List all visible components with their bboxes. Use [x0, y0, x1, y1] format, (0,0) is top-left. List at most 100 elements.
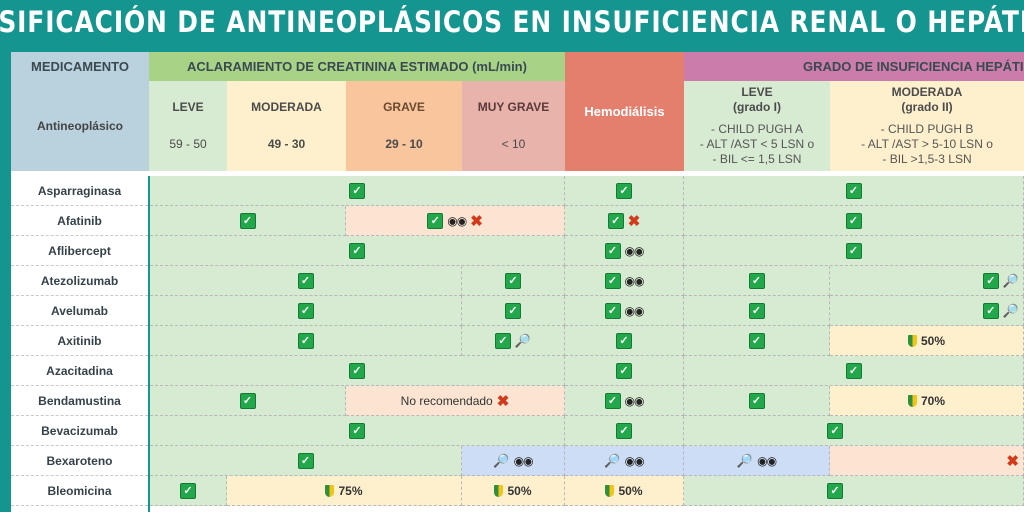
- dose-cell: ✓: [150, 266, 462, 296]
- drug-name: Avelumab: [11, 296, 148, 326]
- dose-cell: ✓ ◉◉: [565, 236, 684, 266]
- check-icon: ✓: [845, 362, 862, 379]
- dose-reduction-icon: [605, 484, 615, 497]
- dose-cell: ✓: [462, 296, 565, 326]
- magnifier-icon: 🔎: [1002, 272, 1019, 288]
- header-muy-grave-range: < 10: [501, 137, 526, 151]
- cross-icon: ✖: [470, 212, 483, 230]
- check-icon: ✓: [297, 272, 314, 289]
- dose-cell: 🔎 ◉◉: [462, 446, 565, 476]
- dose-cell: ✓ ◉◉: [565, 266, 684, 296]
- dose-text: No recomendado: [400, 393, 493, 408]
- page-title: DOSIFICACIÓN DE ANTINEOPLÁSICOS EN INSUF…: [0, 5, 1024, 39]
- drug-name: Asparraginasa: [11, 176, 148, 206]
- dose-reduction-icon: [907, 394, 917, 407]
- check-icon: ✓: [297, 302, 314, 319]
- header-hep-leve-desc1: - CHILD PUGH A: [710, 122, 803, 136]
- dose-cell: 50%: [565, 476, 684, 506]
- check-icon: ✓: [748, 272, 765, 289]
- dose-cell: ✓: [150, 296, 462, 326]
- dose-text: 50%: [920, 333, 946, 348]
- check-icon: ✓: [297, 332, 314, 349]
- dosage-table: MEDICAMENTO ACLARAMIENTO DE CREATININA E…: [11, 52, 1024, 512]
- dose-cell: ✓: [684, 206, 1024, 236]
- dose-cell: ✓: [684, 266, 830, 296]
- header-muy-grave: MUY GRAVE < 10: [462, 81, 565, 171]
- check-icon: ✓: [845, 182, 862, 199]
- dose-cell: 🔎 ◉◉: [684, 446, 830, 476]
- dose-cell: ✓: [150, 386, 346, 416]
- header-leve-range: 59 - 50: [169, 137, 207, 151]
- header-hepatic-group: GRADO DE INSUFICIENCIA HEPÁTICA: [684, 52, 1024, 81]
- dose-cell: ✓ 🔎: [830, 266, 1024, 296]
- check-icon: ✓: [239, 392, 256, 409]
- header-medicamento-label: MEDICAMENTO: [31, 59, 129, 74]
- check-icon: ✓: [604, 302, 621, 319]
- dose-cell: ✓: [462, 266, 565, 296]
- dose-cell: ✓: [684, 416, 1024, 446]
- dose-cell: ✓: [150, 206, 346, 236]
- check-icon: ✓: [616, 422, 632, 439]
- dose-cell: ✓: [684, 386, 830, 416]
- dose-cell: ✓: [150, 176, 565, 206]
- dose-cell: ✖: [830, 446, 1024, 476]
- check-icon: ✓: [982, 272, 999, 289]
- dose-cell: ✓: [150, 416, 565, 446]
- header-antineoplasico: Antineoplásico: [11, 81, 149, 171]
- header-divider: [11, 171, 1024, 176]
- cross-icon: ✖: [496, 392, 510, 410]
- eyes-icon: ◉◉: [624, 393, 645, 408]
- header-grave-label: GRAVE: [383, 100, 425, 114]
- header-hep-leve: LEVE (grado I) - CHILD PUGH A - ALT /AST…: [684, 81, 830, 171]
- header-moderada: MODERADA 49 - 30: [227, 81, 346, 171]
- dose-reduction-icon: [325, 484, 335, 497]
- magnifier-icon: 🔎: [1002, 302, 1019, 318]
- check-icon: ✓: [982, 302, 999, 319]
- dose-reduction-icon: [494, 484, 504, 497]
- dose-cell: 70%: [830, 386, 1024, 416]
- eyes-icon: ◉◉: [447, 213, 467, 228]
- check-icon: ✓: [748, 332, 765, 349]
- dose-cell: ✓ ◉◉: [565, 386, 684, 416]
- header-hemodialisis-label: Hemodiálisis: [584, 104, 665, 119]
- eyes-icon: ◉◉: [513, 453, 534, 468]
- magnifier-icon: 🔎: [736, 452, 754, 468]
- eyes-icon: ◉◉: [624, 273, 645, 288]
- dose-cell: ✓: [684, 326, 830, 356]
- eyes-icon: ◉◉: [624, 453, 645, 468]
- header-renal-group-label: ACLARAMIENTO DE CREATININA ESTIMADO (mL/…: [187, 59, 527, 74]
- dose-text: 50%: [507, 483, 532, 498]
- drug-name: Aflibercept: [11, 236, 148, 266]
- dose-cell: ✓ ✖: [565, 206, 684, 236]
- check-icon: ✓: [616, 182, 632, 199]
- header-leve-label: LEVE: [172, 100, 204, 114]
- header-hemodialisis: Hemodiálisis: [565, 52, 684, 171]
- header-renal-group: ACLARAMIENTO DE CREATININA ESTIMADO (mL/…: [149, 52, 565, 81]
- check-icon: ✓: [349, 242, 365, 259]
- dose-cell: No recomendado ✖: [346, 386, 565, 416]
- check-icon: ✓: [297, 452, 314, 469]
- dose-cell: ✓: [684, 176, 1024, 206]
- dose-cell: ✓: [684, 296, 830, 326]
- check-icon: ✓: [494, 332, 511, 349]
- header-muy-grave-label: MUY GRAVE: [477, 100, 550, 114]
- header-hep-leve-desc2: - ALT /AST < 5 LSN o: [699, 137, 815, 151]
- header-hep-leve-grade: (grado I): [733, 100, 781, 114]
- check-icon: ✓: [827, 482, 843, 499]
- check-icon: ✓: [845, 242, 862, 259]
- drug-name: Axitinib: [11, 326, 148, 356]
- eyes-icon: ◉◉: [624, 243, 645, 258]
- check-icon: ✓: [427, 212, 444, 229]
- dose-text: 70%: [920, 393, 946, 408]
- dose-cell: ✓ 🔎: [830, 296, 1024, 326]
- dose-cell: ✓: [150, 236, 565, 266]
- eyes-icon: ◉◉: [624, 303, 645, 318]
- dose-cell: ✓: [684, 356, 1024, 386]
- header-hepatic-group-label: GRADO DE INSUFICIENCIA HEPÁTICA: [803, 59, 1024, 74]
- check-icon: ✓: [604, 392, 621, 409]
- dose-cell: ✓: [150, 356, 565, 386]
- dose-cell: 50%: [462, 476, 565, 506]
- header-moderada-label: MODERADA: [251, 100, 322, 114]
- header-leve: LEVE 59 - 50: [149, 81, 227, 171]
- header-hep-leve-desc3: - BIL <= 1,5 LSN: [712, 152, 802, 166]
